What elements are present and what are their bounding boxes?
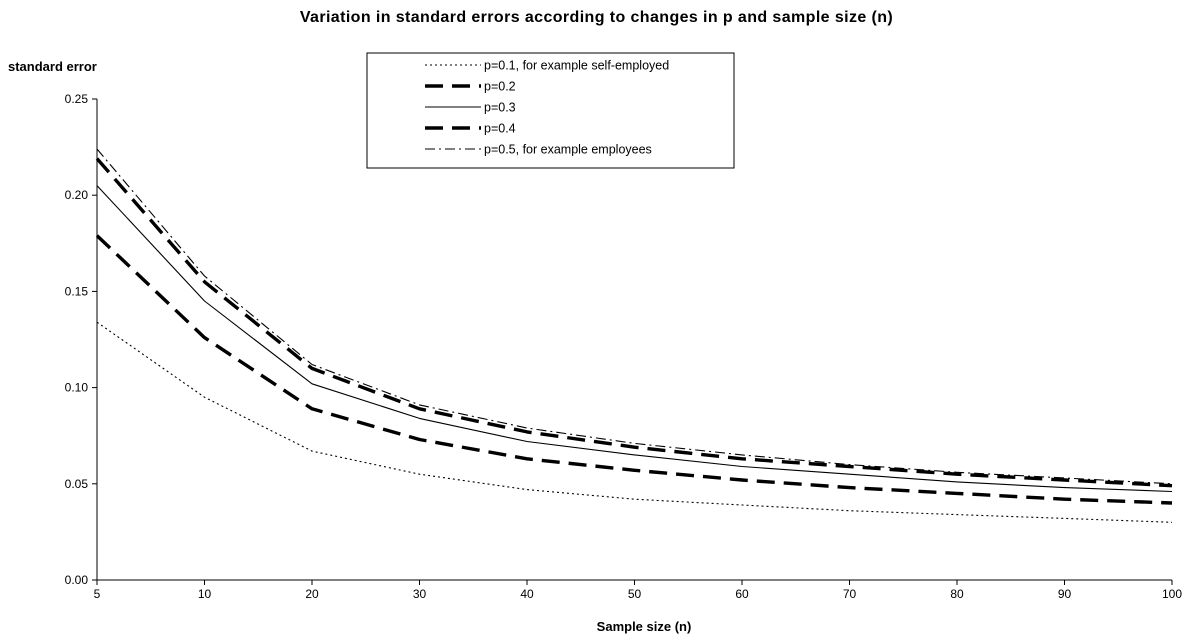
series-line-5 — [96, 148, 1173, 485]
y-tick-label: 0.10 — [65, 381, 89, 395]
y-tick-label: 0.00 — [65, 573, 89, 587]
legend-label-5: p=0.5, for example employees — [484, 143, 652, 157]
chart-title: Variation in standard errors according t… — [299, 9, 894, 26]
x-tick-label: 70 — [843, 587, 857, 601]
x-tick-label: 80 — [950, 587, 964, 601]
x-tick-label: 100 — [1162, 587, 1182, 601]
series-line-4 — [95, 157, 1173, 488]
series-line-1 — [96, 321, 1173, 523]
y-axis-label: standard error — [8, 59, 97, 74]
legend-label-1: p=0.1, for example self-employed — [484, 59, 669, 73]
legend-label-4: p=0.4 — [484, 122, 516, 136]
series-layer — [95, 148, 1173, 523]
legend-label-2: p=0.2 — [484, 80, 516, 94]
x-tick-label: 20 — [305, 587, 319, 601]
y-tick-label: 0.15 — [65, 284, 89, 298]
x-tick-label: 5 — [94, 587, 101, 601]
y-tick-label: 0.20 — [65, 188, 89, 202]
x-tick-label: 10 — [198, 587, 212, 601]
legend: p=0.1, for example self-employed p=0.2 p=0… — [366, 52, 735, 169]
x-tick-label: 60 — [735, 587, 749, 601]
x-tick-label: 40 — [520, 587, 534, 601]
legend-label-3: p=0.3 — [484, 101, 516, 115]
series-line-2 — [95, 234, 1173, 505]
x-tick-label: 50 — [628, 587, 642, 601]
series-line-3 — [96, 185, 1173, 493]
x-axis-label: Sample size (n) — [596, 619, 692, 634]
y-tick-label: 0.05 — [65, 477, 89, 491]
x-tick-label: 90 — [1058, 587, 1072, 601]
axes: 0.00 0.05 0.10 0.15 0.20 0.25 5 10 20 30 40 50 60 70 8… — [65, 92, 1183, 601]
y-tick-label: 0.25 — [65, 92, 89, 106]
x-tick-label: 30 — [413, 587, 427, 601]
